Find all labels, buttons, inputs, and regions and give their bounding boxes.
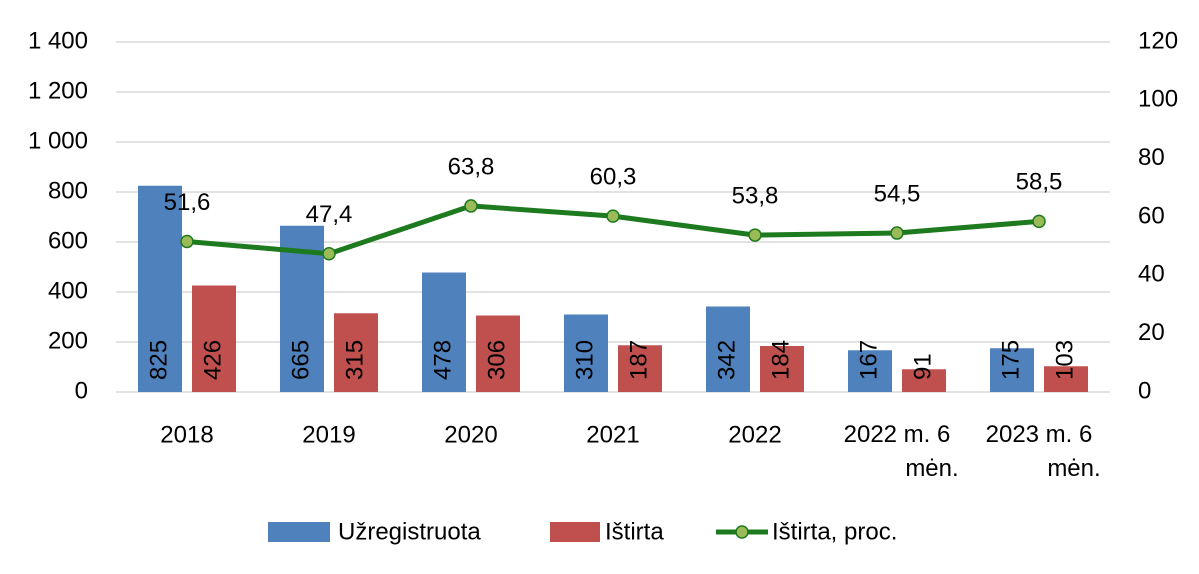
bar-value-label: 825 [145, 340, 172, 380]
y-tick-label: 400 [48, 277, 88, 304]
line-marker [464, 199, 478, 213]
bar [564, 314, 608, 392]
y-tick-label: 0 [75, 377, 88, 404]
y-tick-label: 1 000 [28, 127, 88, 154]
bar [422, 272, 466, 392]
bar-value-label: 91 [909, 353, 936, 380]
x-tick-label: 2022 m. 6 mėn. [844, 421, 959, 482]
y-tick-label: 1 200 [28, 77, 88, 104]
line-marker [180, 234, 194, 249]
bar [334, 313, 378, 392]
line-value-label: 63,8 [448, 153, 495, 180]
bar-value-label: 478 [429, 340, 456, 380]
bar-value-label: 103 [1051, 340, 1078, 380]
legend-swatch [268, 522, 330, 542]
line-value-label: 53,8 [732, 182, 779, 209]
legend-swatch [550, 522, 600, 542]
line-value-label: 58,5 [1016, 169, 1063, 196]
bar-value-label: 167 [855, 340, 882, 380]
bar [848, 350, 892, 392]
x-tick-label: 2019 [302, 421, 355, 448]
legend-label: Ištirta [605, 518, 664, 545]
legend-label: Ištirta, proc. [772, 518, 897, 545]
bar-value-label: 315 [341, 340, 368, 380]
bar [706, 306, 750, 392]
y2-tick-label: 60 [1138, 202, 1165, 229]
legend-label: Užregistruota [338, 518, 481, 545]
line-marker [322, 247, 336, 261]
line-value-label: 54,5 [874, 180, 921, 207]
line-marker [890, 226, 904, 240]
bar-value-label: 187 [625, 340, 652, 380]
x-tick-label: 2021 [586, 421, 639, 448]
bar [990, 348, 1034, 392]
bar [192, 285, 236, 392]
line-marker [606, 209, 620, 223]
bar-value-label: 665 [287, 340, 314, 380]
bar-value-label: 426 [199, 340, 226, 380]
x-tick-label: 2023 m. 6 mėn. [986, 421, 1101, 482]
bar-value-label: 184 [767, 340, 794, 380]
y2-tick-label: 100 [1138, 86, 1178, 113]
bar-value-label: 306 [483, 340, 510, 380]
y2-tick-label: 80 [1138, 144, 1165, 171]
line-value-label: 51,6 [164, 189, 211, 216]
bar [138, 185, 182, 392]
x-tick-label: 2018 [160, 421, 213, 448]
bar [760, 346, 804, 392]
y-tick-label: 1 400 [28, 27, 88, 54]
y-tick-label: 600 [48, 227, 88, 254]
bar-value-label: 175 [997, 340, 1024, 380]
y2-tick-label: 120 [1138, 27, 1178, 54]
x-tick-label: 2022 [728, 421, 781, 448]
line-marker [1032, 214, 1046, 229]
y-tick-label: 800 [48, 177, 88, 204]
y-tick-label: 200 [48, 327, 88, 354]
line-marker [748, 228, 762, 242]
y2-tick-label: 40 [1138, 261, 1165, 288]
line-value-label: 60,3 [590, 163, 637, 190]
legend-marker [735, 525, 749, 539]
bar [618, 345, 662, 392]
x-tick-label: 2020 [444, 421, 497, 448]
line-value-label: 47,4 [306, 201, 353, 228]
bar [902, 369, 946, 392]
bar-value-label: 342 [713, 340, 740, 380]
bar [1044, 366, 1088, 392]
bar-value-label: 310 [571, 340, 598, 380]
y2-tick-label: 20 [1138, 319, 1165, 346]
bar [476, 315, 520, 392]
y2-tick-label: 0 [1138, 377, 1151, 404]
